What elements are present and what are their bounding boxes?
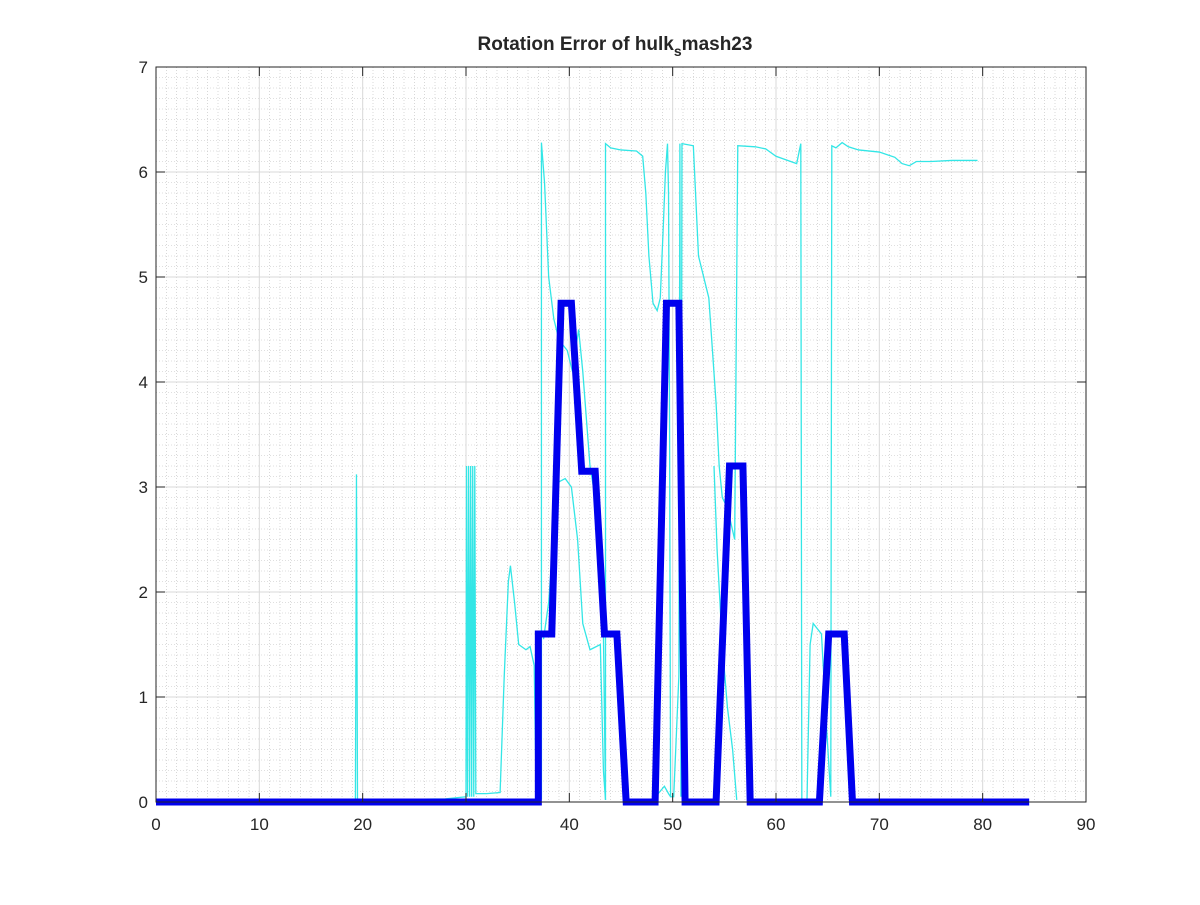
y-axis: 0 1 2 3 4 5 6 7	[139, 58, 1086, 812]
series-thin-line-4	[713, 465, 738, 800]
x-tick-label: 80	[973, 815, 992, 834]
y-tick-label: 2	[139, 583, 148, 602]
y-tick-label: 3	[139, 478, 148, 497]
y-tick-label: 4	[139, 373, 148, 392]
y-tick-label: 7	[139, 58, 148, 77]
y-tick-label: 5	[139, 268, 148, 287]
chart-title-main: Rotation Error of hulk	[478, 34, 675, 55]
series-thick-line	[156, 299, 1030, 806]
y-tick-label: 0	[139, 793, 148, 812]
y-tick-label: 6	[139, 163, 148, 182]
series-layer	[156, 141, 1030, 806]
chart-title-subscript: s	[674, 43, 682, 59]
axes-frame	[155, 66, 1087, 803]
x-tick-label: 90	[1077, 815, 1096, 834]
x-tick-label: 60	[767, 815, 786, 834]
y-tick-label: 1	[139, 688, 148, 707]
x-tick-label: 30	[457, 815, 476, 834]
series-thin-line-1	[156, 141, 978, 801]
x-tick-label: 10	[250, 815, 269, 834]
chart-title: Rotation Error of hulksmash23	[478, 34, 753, 59]
x-tick-label: 0	[151, 815, 160, 834]
x-tick-label: 70	[870, 815, 889, 834]
x-tick-label: 20	[353, 815, 372, 834]
chart-title-tail: mash23	[682, 34, 753, 55]
x-axis: 0 10 20 30 40 50 60 70 80 90	[151, 67, 1095, 834]
x-tick-label: 40	[560, 815, 579, 834]
x-tick-label: 50	[663, 815, 682, 834]
